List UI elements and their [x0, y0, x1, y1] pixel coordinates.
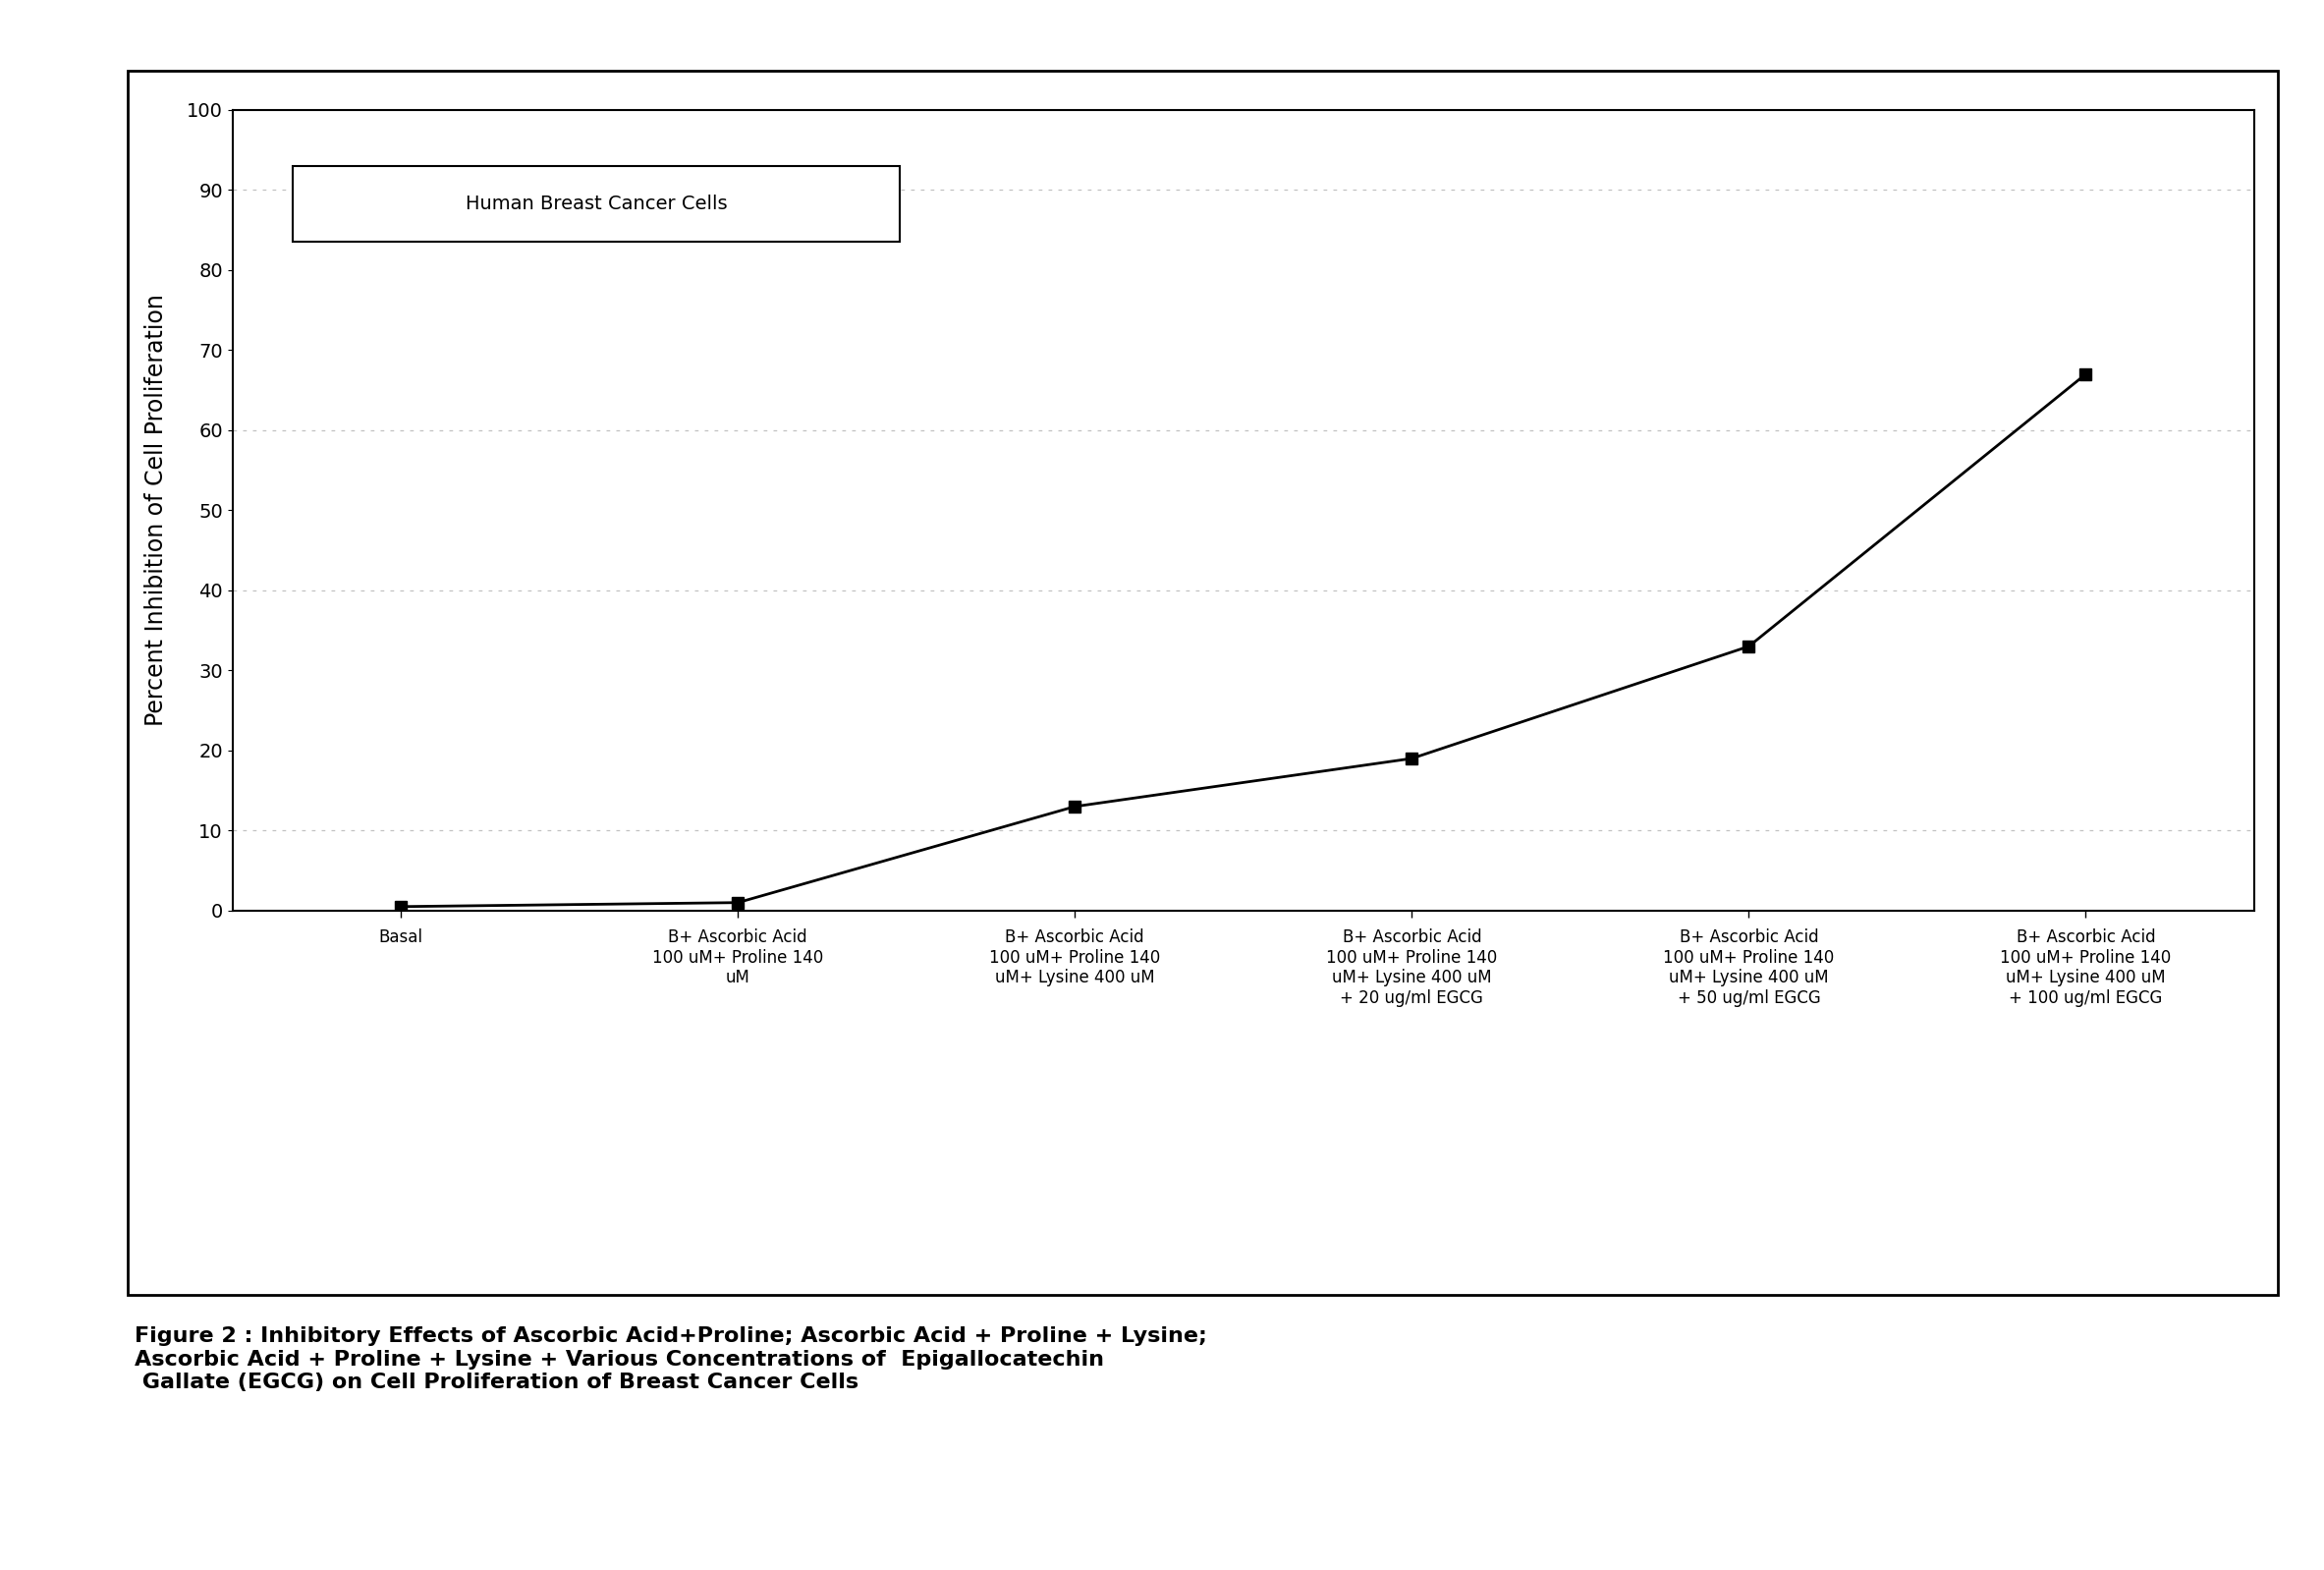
Text: Figure 2 : Inhibitory Effects of Ascorbic Acid+Proline; Ascorbic Acid + Proline : Figure 2 : Inhibitory Effects of Ascorbi…: [135, 1327, 1206, 1393]
Y-axis label: Percent Inhibition of Cell Proliferation: Percent Inhibition of Cell Proliferation: [144, 294, 167, 727]
FancyBboxPatch shape: [293, 166, 899, 242]
Text: Human Breast Cancer Cells: Human Breast Cancer Cells: [465, 195, 727, 214]
